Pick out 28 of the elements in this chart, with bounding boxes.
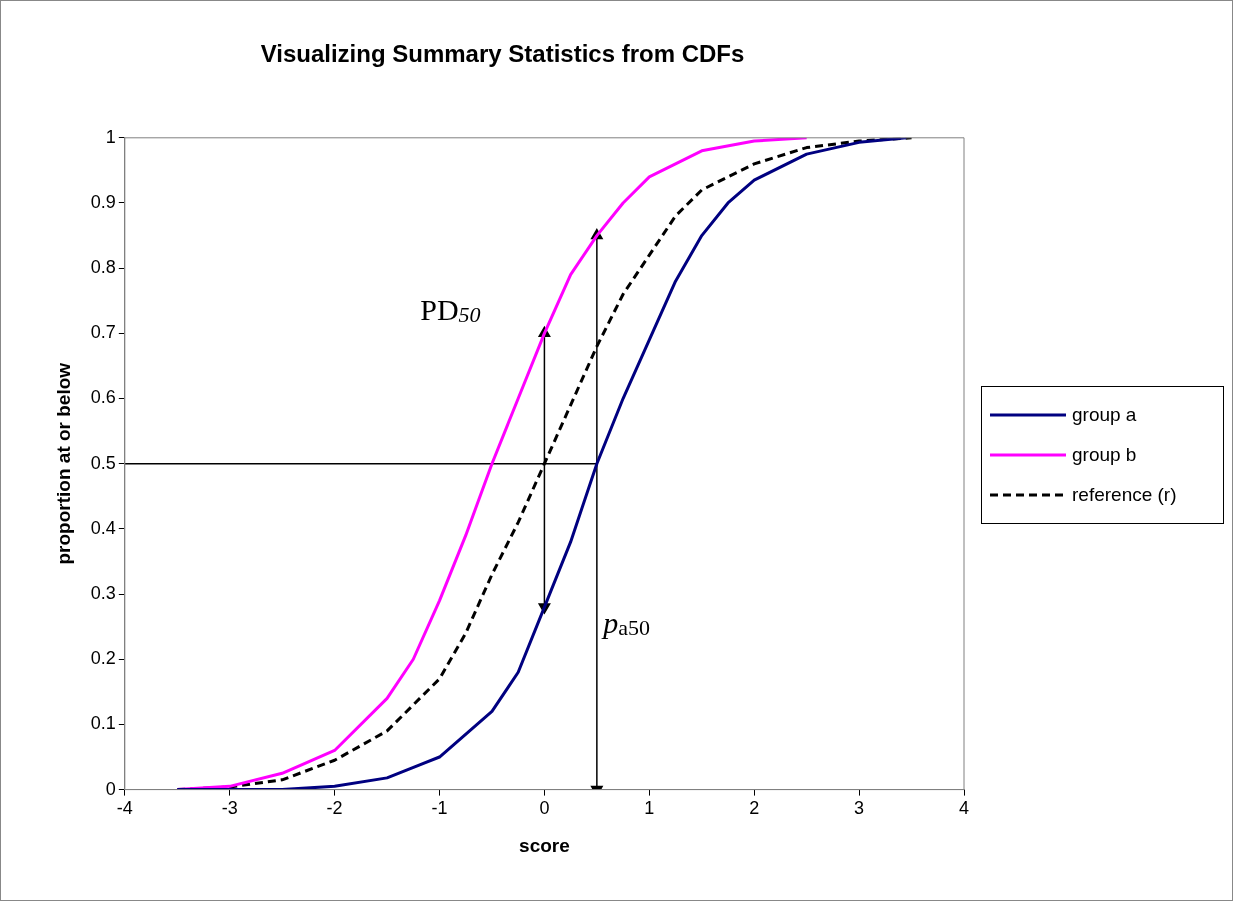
y-tick-label: 0.3 — [90, 583, 116, 604]
x-tick-label: 0 — [539, 798, 550, 819]
y-tick-label: 0 — [105, 778, 116, 799]
annotation: PD50 — [420, 293, 481, 328]
annotation: pa50 — [601, 606, 650, 641]
x-tick-label: -1 — [431, 798, 448, 819]
legend-label: reference (r) — [1072, 484, 1177, 506]
y-tick-label: 0.1 — [90, 713, 116, 734]
y-tick-label: 1 — [105, 126, 116, 147]
legend-label: group b — [1072, 444, 1137, 466]
chart-title: Visualizing Summary Statistics from CDFs — [260, 40, 745, 68]
x-axis-title: score — [519, 834, 570, 856]
x-tick-label: -2 — [326, 798, 343, 819]
y-tick-label: 0.4 — [90, 517, 116, 538]
y-tick-label: 0.8 — [90, 257, 116, 278]
y-axis-title: proportion at or below — [52, 362, 74, 565]
x-tick-label: 3 — [854, 798, 865, 819]
x-tick-label: 2 — [749, 798, 760, 819]
x-tick-label: -4 — [116, 798, 133, 819]
y-tick-label: 0.9 — [90, 191, 116, 212]
y-tick-label: 0.6 — [90, 387, 116, 408]
y-tick-label: 0.7 — [90, 322, 116, 343]
x-tick-label: -3 — [221, 798, 238, 819]
y-tick-label: 0.2 — [90, 648, 116, 669]
y-tick-label: 0.5 — [90, 452, 116, 473]
x-tick-label: 1 — [644, 798, 655, 819]
legend-label: group a — [1072, 404, 1137, 426]
x-tick-label: 4 — [958, 798, 970, 819]
